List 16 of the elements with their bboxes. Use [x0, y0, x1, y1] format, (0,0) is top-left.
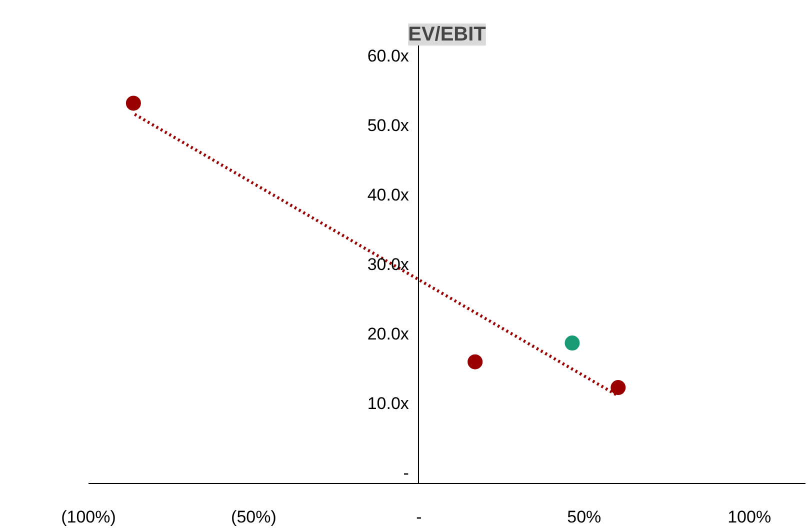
x-tick-label: (100%) — [61, 508, 116, 526]
y-tick-label: 60.0x — [367, 46, 410, 66]
x-tick-label: 50% — [567, 508, 602, 526]
point — [610, 380, 626, 396]
point — [468, 354, 483, 370]
y-tick-label: 50.0x — [367, 116, 410, 135]
chart-title: EV/EBIT — [408, 24, 486, 46]
y-tick-label: - — [403, 464, 409, 483]
y-tick-label: 40.0x — [367, 185, 410, 204]
x-tick-label: (50%) — [231, 508, 276, 526]
x-tick-label: - — [416, 508, 422, 526]
point — [564, 336, 580, 351]
y-tick-label: 20.0x — [367, 324, 410, 344]
point — [126, 96, 141, 111]
x-tick-label: 100% — [728, 508, 772, 526]
y-tick-label: 10.0x — [367, 394, 410, 414]
